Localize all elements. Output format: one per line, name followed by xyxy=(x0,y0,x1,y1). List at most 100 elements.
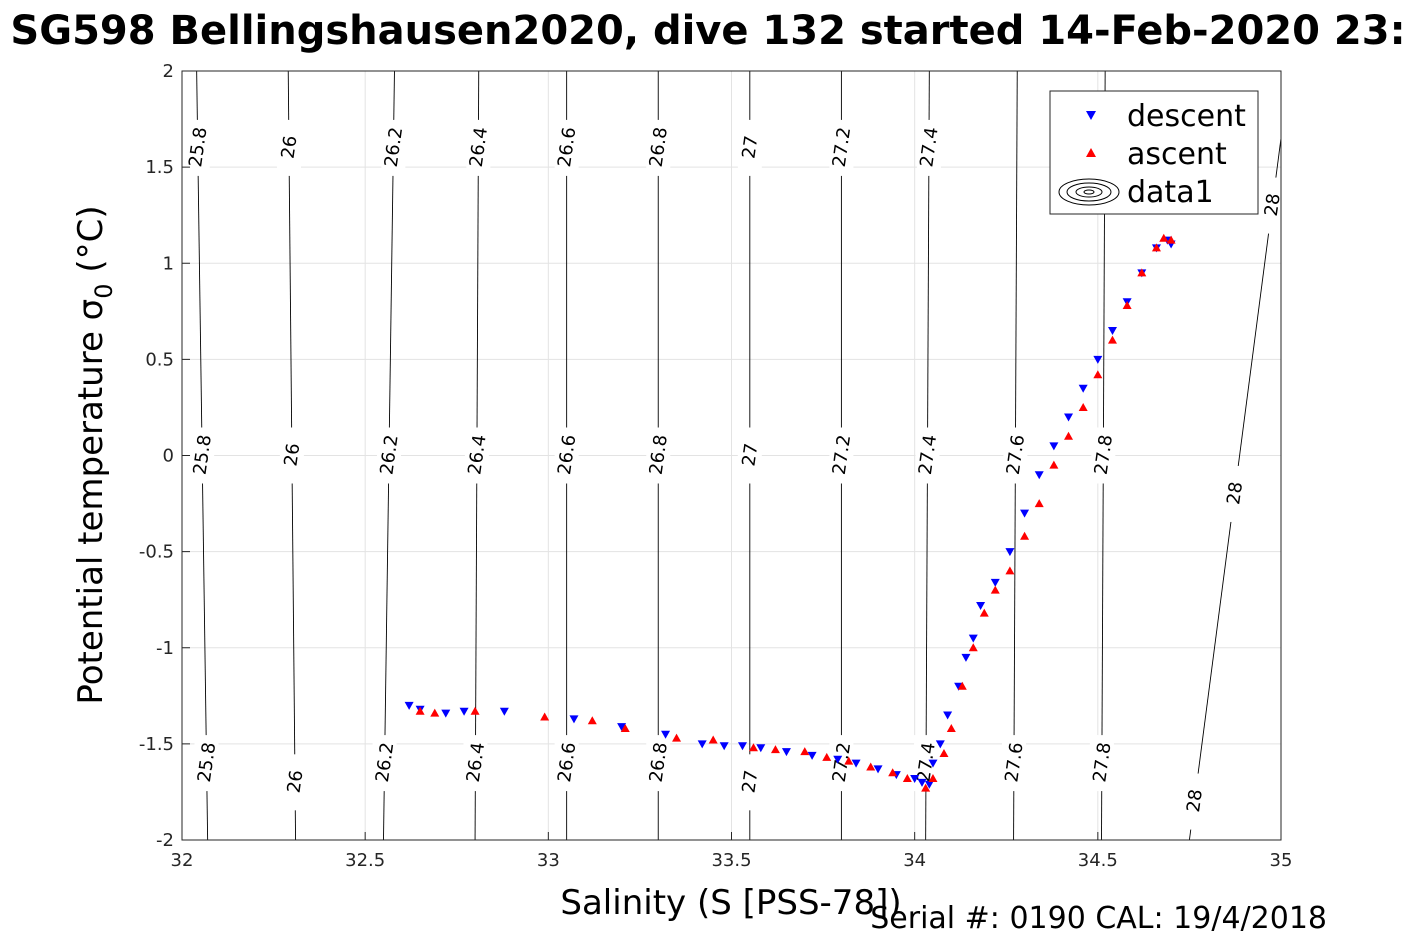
x-axis-label: Salinity (S [PSS-78]) xyxy=(560,883,901,923)
descent-point xyxy=(569,715,579,724)
descent-point xyxy=(990,578,1000,587)
density-label-backdrop xyxy=(915,427,940,484)
density-contour: 26 26 26 xyxy=(276,70,308,841)
legend-ascent-label: ascent xyxy=(1127,137,1227,172)
y-tick-label: 1.5 xyxy=(145,157,174,178)
descent-point xyxy=(781,748,791,757)
ascent-point xyxy=(415,706,425,715)
ascent-point xyxy=(1166,235,1176,244)
density-label-backdrop xyxy=(554,735,579,792)
density-label-backdrop xyxy=(737,754,762,811)
density-contour-label: 27 xyxy=(738,769,762,795)
density-label-backdrop xyxy=(279,427,304,484)
ascent-point xyxy=(748,743,758,752)
ascent-point xyxy=(540,712,550,721)
density-label-backdrop xyxy=(737,119,762,176)
ascent-point xyxy=(1137,268,1147,277)
density-contours: 25.825.825.8 26 26 26 26.226.226.2 26.426.426… xyxy=(185,70,1285,841)
y-axis-label-main: Potential temperature σ xyxy=(71,299,111,705)
ascent-point xyxy=(1151,243,1161,252)
x-tick-label: 34 xyxy=(903,850,926,871)
y-axis-label-unit: (°C) xyxy=(71,205,111,283)
ascent-point xyxy=(587,716,597,725)
descent-point xyxy=(935,740,945,749)
x-tick-label: 35 xyxy=(1270,850,1293,871)
density-contour-label: 27 xyxy=(738,134,762,160)
descent-point xyxy=(1005,548,1015,557)
chart-title: SG598 Bellingshausen2020, dive 132 start… xyxy=(10,8,1405,54)
legend-data1-contour-icon xyxy=(1058,178,1120,206)
density-label-backdrop xyxy=(466,119,491,176)
y-tick-label: -1 xyxy=(156,638,174,659)
descent-point xyxy=(910,774,920,783)
density-label-backdrop xyxy=(1222,465,1247,522)
density-contour: 27.627.6 xyxy=(1001,70,1029,841)
density-label-backdrop xyxy=(646,119,671,176)
ascent-point xyxy=(990,585,1000,594)
ascent-point xyxy=(1064,431,1074,440)
descent-point xyxy=(737,742,747,751)
ascent-point xyxy=(1049,460,1059,469)
ascent-point xyxy=(822,752,832,761)
x-tick-label: 33 xyxy=(537,850,560,871)
ascent-point xyxy=(928,773,938,782)
ascent-point xyxy=(939,748,949,757)
density-label-backdrop xyxy=(554,119,579,176)
descent-point xyxy=(441,709,451,718)
descent-point xyxy=(928,759,938,768)
descent-point xyxy=(968,634,978,643)
density-label-backdrop xyxy=(194,735,219,792)
y-tick-label: 0 xyxy=(163,446,174,467)
density-label-backdrop xyxy=(829,119,854,176)
density-contour-label: 28 xyxy=(1223,480,1247,506)
y-axis-label-sub: 0 xyxy=(90,283,118,298)
ascent-point xyxy=(866,762,876,771)
density-contour-label: 26 xyxy=(284,769,308,795)
descent-point xyxy=(976,601,986,610)
descent-point xyxy=(719,742,729,751)
density-label-backdrop xyxy=(829,427,854,484)
descent-point xyxy=(807,751,817,760)
density-label-backdrop xyxy=(646,427,671,484)
density-label-backdrop xyxy=(1182,773,1207,830)
ascent-point xyxy=(844,756,854,765)
y-tick-label: -0.5 xyxy=(139,542,174,563)
serial-cal-footer: Serial #: 0190 CAL: 19/4/2018 xyxy=(870,901,1327,936)
density-contour-label: 28 xyxy=(1261,192,1285,218)
density-contour: 27.227.227.2 xyxy=(829,71,855,840)
descent-point xyxy=(924,780,934,789)
ascent-point xyxy=(957,681,967,690)
ascent-point xyxy=(800,747,810,756)
ascent-point xyxy=(672,733,682,742)
descent-point xyxy=(1107,327,1117,336)
legend-data1-label: data1 xyxy=(1127,175,1214,210)
y-tick-label: -2 xyxy=(156,830,174,851)
y-tick-label: 0.5 xyxy=(145,349,174,370)
density-label-backdrop xyxy=(185,119,210,176)
y-tick-label: 1 xyxy=(163,253,174,274)
ascent-point xyxy=(1107,335,1117,344)
density-label-backdrop xyxy=(1001,735,1026,792)
descent-point xyxy=(499,707,509,716)
y-axis-label: Potential temperature σ0 (°C) xyxy=(71,205,118,704)
descent-point xyxy=(1020,509,1030,518)
descent-point xyxy=(1034,471,1044,480)
x-tick-label: 32.5 xyxy=(345,850,385,871)
ascent-point xyxy=(946,723,956,732)
descent-point xyxy=(459,707,469,716)
ascent-point xyxy=(902,773,912,782)
ascent-point xyxy=(770,745,780,754)
legend-descent-label: descent xyxy=(1127,99,1246,134)
descent-point xyxy=(404,701,414,710)
y-tick-label: 2 xyxy=(163,61,174,82)
descent-point xyxy=(961,653,971,662)
density-contour: 27 27 27 xyxy=(737,71,762,840)
descent-point xyxy=(943,711,953,720)
density-label-backdrop xyxy=(554,427,579,484)
legend-ascent-marker xyxy=(1086,148,1096,157)
density-label-backdrop xyxy=(1003,427,1028,484)
descent-point xyxy=(1078,384,1088,393)
density-label-backdrop xyxy=(381,119,406,176)
legend: descent ascent data1 xyxy=(1049,90,1259,215)
